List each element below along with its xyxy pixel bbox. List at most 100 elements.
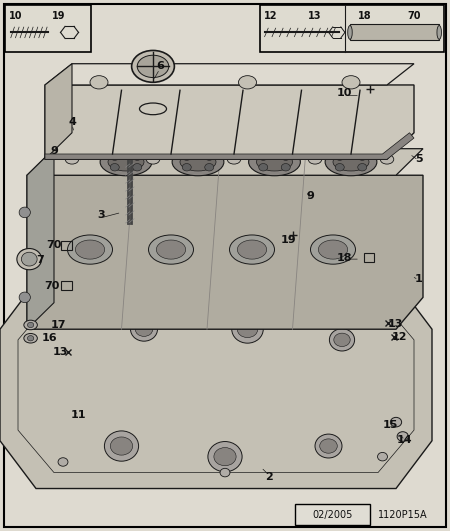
Ellipse shape: [335, 164, 344, 171]
Ellipse shape: [334, 333, 350, 347]
Ellipse shape: [58, 458, 68, 466]
Ellipse shape: [319, 240, 347, 259]
Text: 10: 10: [9, 11, 22, 21]
Text: 70: 70: [408, 11, 421, 21]
Ellipse shape: [378, 452, 387, 461]
Ellipse shape: [22, 252, 37, 266]
Ellipse shape: [27, 322, 34, 328]
Ellipse shape: [335, 153, 344, 160]
Ellipse shape: [248, 148, 301, 176]
Ellipse shape: [19, 207, 31, 218]
Ellipse shape: [308, 155, 322, 164]
Ellipse shape: [133, 164, 142, 171]
Text: 14: 14: [396, 435, 412, 444]
Text: 9: 9: [50, 147, 58, 156]
Ellipse shape: [227, 155, 241, 164]
Ellipse shape: [205, 153, 214, 160]
Ellipse shape: [54, 309, 63, 318]
Text: 18: 18: [358, 11, 372, 21]
Ellipse shape: [237, 321, 258, 338]
Text: 1: 1: [414, 274, 423, 284]
Text: 02/2005: 02/2005: [312, 510, 353, 519]
Text: 4: 4: [68, 117, 76, 127]
Ellipse shape: [437, 25, 441, 39]
Ellipse shape: [380, 155, 394, 164]
Text: 19: 19: [280, 235, 296, 245]
Text: 16: 16: [42, 333, 57, 343]
Bar: [364, 253, 374, 262]
Bar: [5, 5, 91, 52]
Ellipse shape: [148, 235, 194, 264]
Ellipse shape: [76, 240, 104, 259]
Ellipse shape: [208, 442, 242, 472]
Text: 1120P15A: 1120P15A: [378, 510, 428, 519]
Polygon shape: [45, 133, 414, 159]
Ellipse shape: [135, 322, 153, 337]
Ellipse shape: [310, 235, 356, 264]
Text: 10: 10: [337, 88, 352, 98]
Ellipse shape: [259, 164, 268, 171]
Text: 18: 18: [337, 253, 352, 262]
Ellipse shape: [238, 240, 266, 259]
Text: 12: 12: [392, 332, 407, 342]
Ellipse shape: [230, 235, 274, 264]
Ellipse shape: [256, 153, 292, 171]
Ellipse shape: [17, 249, 41, 270]
Ellipse shape: [333, 153, 369, 171]
Ellipse shape: [342, 76, 360, 89]
Text: 9: 9: [306, 192, 315, 201]
Ellipse shape: [133, 153, 142, 160]
Ellipse shape: [220, 298, 230, 307]
Ellipse shape: [27, 336, 34, 341]
Text: 3: 3: [98, 210, 105, 220]
Ellipse shape: [214, 448, 236, 466]
Ellipse shape: [220, 468, 230, 477]
Ellipse shape: [320, 439, 338, 453]
Polygon shape: [27, 149, 423, 175]
Bar: [260, 5, 444, 52]
Ellipse shape: [329, 329, 355, 351]
Ellipse shape: [110, 153, 119, 160]
Ellipse shape: [391, 417, 401, 427]
Text: 15: 15: [383, 420, 398, 430]
Ellipse shape: [108, 153, 144, 171]
Ellipse shape: [259, 153, 268, 160]
Text: 13: 13: [53, 347, 68, 356]
Bar: [61, 241, 72, 250]
Ellipse shape: [315, 434, 342, 458]
Ellipse shape: [24, 320, 37, 330]
Ellipse shape: [180, 153, 216, 171]
Bar: [350, 24, 439, 40]
Ellipse shape: [24, 333, 37, 343]
Polygon shape: [45, 64, 72, 159]
Ellipse shape: [325, 148, 377, 176]
Ellipse shape: [358, 153, 367, 160]
Ellipse shape: [182, 164, 191, 171]
Text: 6: 6: [156, 62, 164, 71]
Bar: [61, 281, 72, 290]
Ellipse shape: [68, 235, 112, 264]
Ellipse shape: [100, 148, 152, 176]
Ellipse shape: [131, 50, 175, 82]
Ellipse shape: [348, 25, 352, 39]
Ellipse shape: [90, 76, 108, 89]
Ellipse shape: [238, 76, 256, 89]
Ellipse shape: [104, 431, 139, 461]
Ellipse shape: [205, 164, 214, 171]
Ellipse shape: [137, 55, 169, 78]
Text: 19: 19: [52, 11, 65, 21]
Polygon shape: [0, 281, 432, 489]
Polygon shape: [27, 149, 54, 329]
Ellipse shape: [232, 315, 263, 343]
Ellipse shape: [146, 155, 160, 164]
Polygon shape: [45, 85, 414, 159]
Text: 17: 17: [51, 320, 66, 330]
Ellipse shape: [65, 155, 79, 164]
Ellipse shape: [19, 292, 31, 303]
Ellipse shape: [397, 432, 409, 441]
Polygon shape: [45, 64, 414, 85]
Text: 11: 11: [71, 410, 86, 420]
Bar: [295, 504, 370, 525]
Ellipse shape: [110, 437, 133, 455]
Ellipse shape: [157, 240, 185, 259]
